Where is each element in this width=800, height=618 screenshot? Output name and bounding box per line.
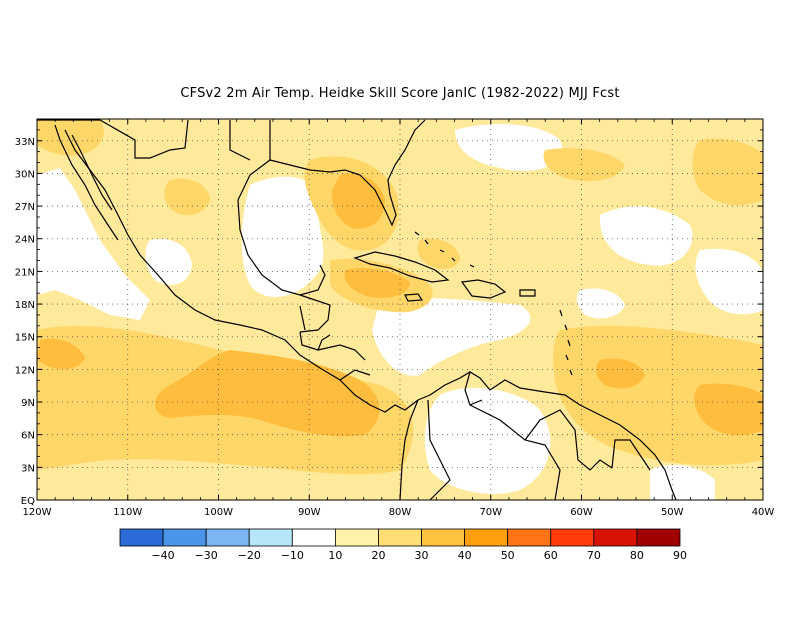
lat-label: 3N <box>21 463 35 474</box>
colorbar-label: −40 <box>151 549 174 562</box>
colorbar-swatch <box>378 528 422 547</box>
colorbar-swatch <box>507 528 552 547</box>
colorbar-label: −10 <box>281 549 304 562</box>
lon-label: 120W <box>23 507 52 518</box>
lon-label: 70W <box>479 507 502 518</box>
low-skill-regions <box>37 124 763 500</box>
lat-label: 24N <box>15 235 35 246</box>
colorbar: −40 −30 −20 −10 10 20 30 40 50 60 70 80 90 <box>119 528 687 562</box>
colorbar-swatch <box>334 528 379 547</box>
lon-label: 50W <box>661 507 684 518</box>
lat-label: 18N <box>15 300 35 311</box>
lat-label: 6N <box>21 431 35 442</box>
colorbar-swatch <box>205 528 250 547</box>
chart-title: CFSv2 2m Air Temp. Heidke Skill Score Ja… <box>180 86 620 101</box>
lat-label: 30N <box>15 169 35 180</box>
lat-label: 9N <box>21 398 35 409</box>
colorbar-label: 10 <box>328 549 342 562</box>
colorbar-swatch <box>421 528 466 547</box>
colorbar-label: 20 <box>371 549 385 562</box>
colorbar-swatch <box>291 528 336 547</box>
lon-label: 60W <box>570 507 593 518</box>
lon-label: 40W <box>752 507 775 518</box>
colorbar-label: 40 <box>458 549 472 562</box>
colorbar-label: 70 <box>587 549 601 562</box>
colorbar-label: 90 <box>673 549 687 562</box>
lat-label: 33N <box>15 137 35 148</box>
lon-label: 100W <box>204 507 233 518</box>
colorbar-label: 80 <box>630 549 644 562</box>
colorbar-swatch <box>593 528 638 547</box>
colorbar-label: 50 <box>501 549 515 562</box>
lat-label: 12N <box>15 365 35 376</box>
colorbar-swatch <box>636 528 681 547</box>
colorbar-swatch <box>248 528 293 547</box>
colorbar-swatch <box>162 528 207 547</box>
lon-label: 90W <box>298 507 321 518</box>
lon-label: 80W <box>389 507 412 518</box>
lat-label: EQ <box>21 496 35 507</box>
colorbar-swatch <box>550 528 595 547</box>
colorbar-label: −30 <box>195 549 218 562</box>
colorbar-swatch <box>464 528 509 547</box>
colorbar-label: 30 <box>415 549 429 562</box>
colorbar-label: 60 <box>544 549 558 562</box>
lon-label: 110W <box>113 507 142 518</box>
moderate-skill-regions <box>37 120 763 475</box>
coastlines <box>37 119 677 500</box>
lat-label: 27N <box>15 202 35 213</box>
colorbar-swatch <box>119 528 164 547</box>
lat-label: 15N <box>15 333 35 344</box>
colorbar-label: −20 <box>238 549 261 562</box>
lat-label: 21N <box>15 267 35 278</box>
